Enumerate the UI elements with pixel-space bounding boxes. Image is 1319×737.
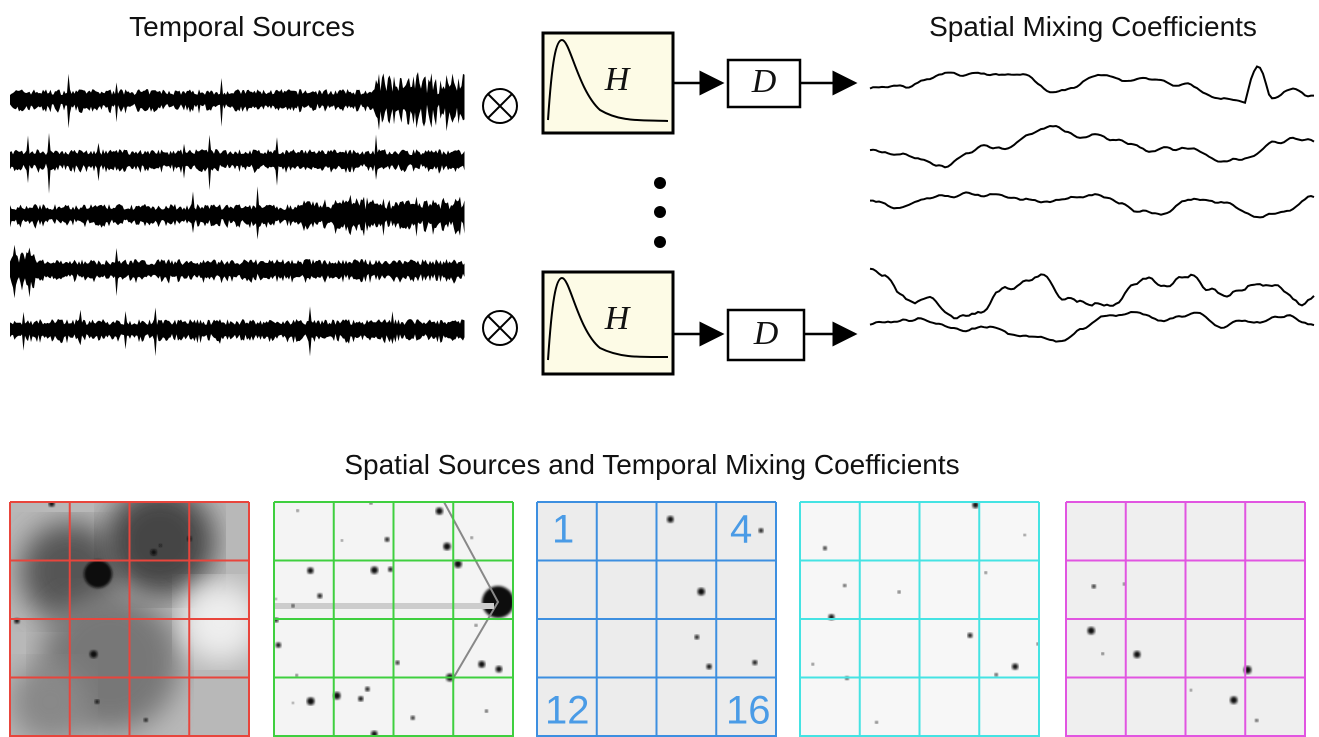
- star: [706, 663, 712, 670]
- h-label: H: [604, 300, 632, 337]
- star: [443, 542, 451, 551]
- star: [317, 593, 323, 599]
- star: [48, 502, 55, 507]
- star: [274, 597, 277, 600]
- star: [474, 624, 478, 627]
- cell-number: 12: [545, 689, 590, 733]
- mixing-signal: [869, 267, 1315, 320]
- blob: [105, 502, 215, 597]
- star: [1255, 718, 1259, 722]
- star: [307, 567, 314, 574]
- star: [275, 642, 282, 648]
- image-panel: [536, 501, 777, 737]
- star: [295, 673, 299, 677]
- cell-number: 4: [730, 508, 752, 552]
- star: [89, 650, 98, 659]
- star: [1023, 533, 1026, 537]
- blob: [84, 560, 112, 588]
- d-label: D: [753, 315, 779, 352]
- filter-chain: H D: [482, 270, 858, 376]
- star: [752, 660, 758, 666]
- star: [1101, 652, 1105, 656]
- temporal-signal: [10, 72, 465, 132]
- star: [1230, 696, 1238, 704]
- panels: 1 4 12 16: [9, 501, 1306, 737]
- image-panel: [273, 501, 514, 737]
- star: [384, 537, 390, 542]
- temporal-signal: [10, 186, 465, 240]
- star: [296, 509, 299, 512]
- bottom-title: Spatial Sources and Temporal Mixing Coef…: [344, 449, 959, 480]
- h-label: H: [604, 61, 632, 98]
- star: [875, 721, 878, 724]
- star: [358, 696, 364, 702]
- star: [495, 665, 503, 673]
- star: [340, 539, 344, 542]
- star: [1012, 663, 1019, 670]
- star: [972, 502, 979, 509]
- star: [158, 543, 162, 547]
- star: [1091, 584, 1096, 589]
- panel-image: [10, 502, 249, 737]
- cell-number: 16: [726, 689, 771, 733]
- star: [291, 604, 295, 608]
- mixing-signal: [869, 65, 1314, 104]
- star: [395, 660, 400, 665]
- star: [897, 590, 901, 594]
- image-panel: [9, 501, 250, 737]
- blob: [180, 582, 249, 662]
- star: [370, 566, 379, 574]
- star: [435, 507, 443, 515]
- star: [291, 701, 294, 704]
- star: [1189, 688, 1193, 692]
- star: [454, 560, 462, 568]
- star: [984, 571, 988, 574]
- star: [967, 632, 973, 638]
- d-label: D: [751, 63, 777, 100]
- mixing-signal: [869, 124, 1315, 169]
- star: [1087, 627, 1095, 635]
- cell-number: 1: [552, 508, 574, 552]
- star: [667, 516, 674, 523]
- star: [333, 691, 341, 700]
- star: [143, 718, 148, 723]
- star: [388, 566, 393, 572]
- spike: [443, 502, 500, 678]
- image-panel: [1065, 501, 1306, 737]
- temporal-signal: [10, 132, 465, 194]
- image-panel: [799, 501, 1040, 737]
- star: [843, 584, 847, 588]
- star: [470, 536, 473, 539]
- star: [694, 634, 700, 640]
- star: [1133, 650, 1141, 658]
- star: [811, 662, 815, 666]
- temporal-title: Temporal Sources: [129, 11, 355, 42]
- star: [94, 699, 100, 704]
- star: [758, 528, 764, 533]
- temporal-signals: [10, 72, 465, 357]
- star: [306, 697, 315, 706]
- star: [410, 715, 415, 720]
- filter-chain: H D: [482, 31, 858, 135]
- ellipsis: [654, 177, 666, 248]
- star: [823, 546, 827, 551]
- star: [478, 660, 486, 668]
- star: [994, 673, 998, 677]
- star: [150, 549, 157, 556]
- mixing-signal: [870, 191, 1315, 219]
- mixing-signal: [869, 310, 1315, 343]
- star: [697, 587, 705, 596]
- mixing-signals: [869, 65, 1315, 343]
- star: [365, 686, 370, 692]
- spatial-mixing-title: Spatial Mixing Coefficients: [929, 11, 1257, 42]
- star: [484, 709, 488, 713]
- temporal-signal: [10, 244, 465, 299]
- temporal-signal: [10, 306, 465, 357]
